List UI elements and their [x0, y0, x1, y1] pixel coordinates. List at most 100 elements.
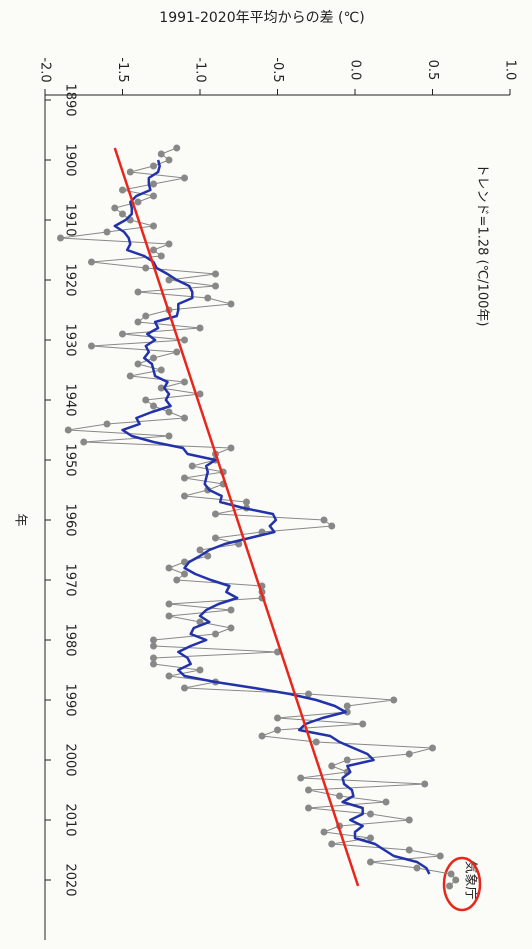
- annual-point: [165, 672, 173, 680]
- annual-point: [150, 636, 157, 644]
- annual-point: [405, 846, 413, 854]
- annual-point: [134, 288, 142, 296]
- source-label: 気象庁: [463, 860, 479, 899]
- annual-point: [157, 366, 165, 374]
- annual-point: [181, 492, 188, 500]
- annual-point: [212, 282, 219, 290]
- annual-point: [165, 564, 173, 572]
- annual-point: [150, 354, 157, 362]
- annual-point: [181, 570, 188, 578]
- annual-point: [150, 192, 157, 200]
- y-tick-label: -1.5: [115, 57, 130, 82]
- annual-point: [258, 732, 266, 740]
- x-tick-label: 1980: [63, 623, 78, 656]
- annual-point: [227, 606, 235, 614]
- annual-point: [157, 150, 165, 158]
- y-tick-label: -0.5: [270, 57, 285, 82]
- moving-average-line: [113, 159, 431, 875]
- annual-point: [421, 780, 429, 788]
- x-tick-label: 1940: [63, 383, 78, 416]
- annual-point: [57, 234, 64, 242]
- annual-line: [60, 147, 457, 887]
- x-tick-label: 1990: [63, 683, 78, 716]
- annual-point: [111, 204, 119, 212]
- annual-point: [150, 654, 157, 662]
- annual-point: [165, 240, 173, 248]
- x-tick-label: 1970: [63, 563, 78, 596]
- annual-point: [212, 534, 219, 542]
- x-tick-label: 2010: [63, 803, 78, 836]
- annual-point: [134, 318, 142, 326]
- annual-point: [165, 612, 173, 620]
- annual-point: [413, 864, 421, 872]
- annual-point: [196, 666, 204, 674]
- annual-point: [367, 858, 374, 866]
- x-tick-label: 1930: [63, 323, 78, 356]
- annual-point: [212, 510, 219, 518]
- annual-point: [88, 342, 95, 350]
- annual-point: [188, 462, 196, 470]
- annual-point: [447, 870, 455, 878]
- x-tick-label: 1950: [63, 443, 78, 476]
- annual-point: [181, 414, 188, 422]
- annual-point: [320, 516, 328, 524]
- annual-point: [173, 576, 181, 584]
- annual-point: [173, 144, 181, 152]
- annual-point: [134, 198, 142, 206]
- annual-point: [196, 390, 204, 398]
- annual-point: [343, 708, 351, 716]
- annual-point: [103, 420, 111, 428]
- annual-point: [157, 384, 165, 392]
- trend-line: [113, 147, 360, 887]
- annual-point: [204, 294, 212, 302]
- annual-point: [150, 402, 157, 410]
- annual-point: [119, 210, 126, 218]
- annual-point: [305, 804, 312, 812]
- annual-point: [157, 252, 165, 260]
- annual-point: [429, 744, 436, 752]
- annual-point: [181, 474, 188, 482]
- annual-point: [173, 348, 181, 356]
- chart-title: 1991-2020年平均からの差 (℃): [159, 10, 364, 26]
- annual-point: [212, 630, 219, 638]
- annual-point: [328, 840, 336, 848]
- highlight-circle: [442, 856, 482, 912]
- annual-point: [181, 378, 188, 386]
- y-tick-label: -1.0: [193, 57, 208, 82]
- annual-point: [446, 882, 454, 890]
- x-tick-label: 2000: [63, 743, 78, 776]
- y-tick-label: -2.0: [38, 57, 53, 82]
- annual-point: [80, 438, 88, 446]
- annual-point: [119, 186, 126, 194]
- annual-point: [196, 324, 204, 332]
- annual-point: [150, 222, 157, 230]
- annual-point: [165, 276, 173, 284]
- annual-point: [390, 696, 398, 704]
- annual-point: [343, 756, 351, 764]
- annual-point: [204, 552, 212, 560]
- annual-point: [227, 444, 235, 452]
- annual-point: [405, 750, 413, 758]
- annual-point: [274, 714, 281, 722]
- annual-point: [227, 624, 235, 632]
- y-tick-label: 0.5: [425, 60, 440, 81]
- annual-point: [452, 876, 460, 884]
- annual-point: [134, 360, 142, 368]
- annual-point: [382, 798, 390, 806]
- annual-point: [336, 792, 343, 800]
- annual-point: [328, 522, 336, 530]
- annual-point: [142, 396, 150, 404]
- annual-point: [126, 168, 134, 176]
- annual-point: [181, 174, 188, 182]
- x-axis-label: 年: [13, 513, 28, 526]
- annual-point: [119, 330, 126, 338]
- annual-point: [320, 828, 328, 836]
- annual-point: [212, 270, 219, 278]
- x-tick-label: 1910: [63, 203, 78, 236]
- annual-point: [142, 312, 150, 320]
- annual-point: [343, 702, 351, 710]
- annual-point: [150, 162, 157, 170]
- annual-point: [142, 264, 150, 272]
- x-tick-label: 1890: [63, 83, 78, 116]
